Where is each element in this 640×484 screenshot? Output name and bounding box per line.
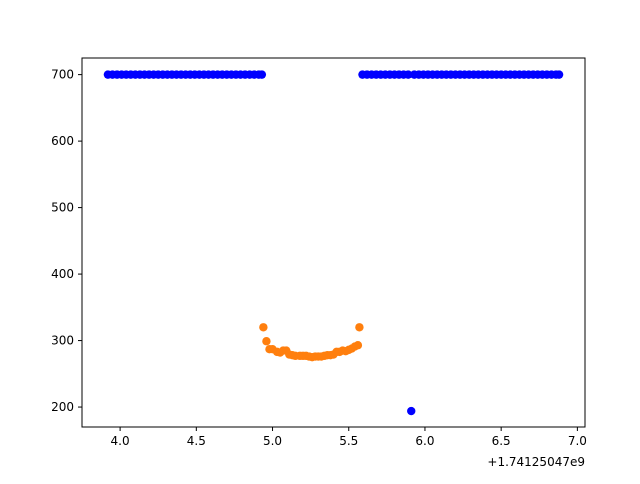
marks-layer — [103, 70, 564, 416]
data-point — [554, 70, 564, 79]
x-tick-label: 4.5 — [187, 434, 206, 448]
y-tick-label: 400 — [51, 267, 74, 281]
y-tick-label: 200 — [51, 400, 74, 414]
data-point — [403, 70, 413, 79]
y-tick-label: 500 — [51, 201, 74, 215]
data-point — [262, 337, 271, 346]
x-axis: 4.0 4.5 5.0 5.5 6.0 6.5 7.0 — [111, 427, 587, 448]
series-1 — [259, 323, 364, 362]
y-tick-label: 300 — [51, 334, 74, 348]
x-tick-label: 7.0 — [568, 434, 587, 448]
x-tick-label: 5.0 — [263, 434, 282, 448]
x-axis-offset-label: +1.74125047e9 — [487, 455, 585, 469]
x-tick-label: 5.5 — [339, 434, 358, 448]
x-tick-label: 4.0 — [111, 434, 130, 448]
y-tick-label: 600 — [51, 134, 74, 148]
data-point — [407, 406, 416, 416]
y-axis: 200 300 400 500 600 700 — [51, 68, 82, 414]
plot-frame — [81, 57, 586, 428]
data-point — [259, 323, 268, 332]
data-point — [355, 323, 364, 332]
series-0 — [103, 70, 564, 416]
data-point — [353, 341, 363, 350]
x-tick-label: 6.0 — [415, 434, 434, 448]
y-tick-label: 700 — [51, 68, 74, 82]
data-point — [257, 70, 267, 79]
x-tick-label: 6.5 — [492, 434, 511, 448]
